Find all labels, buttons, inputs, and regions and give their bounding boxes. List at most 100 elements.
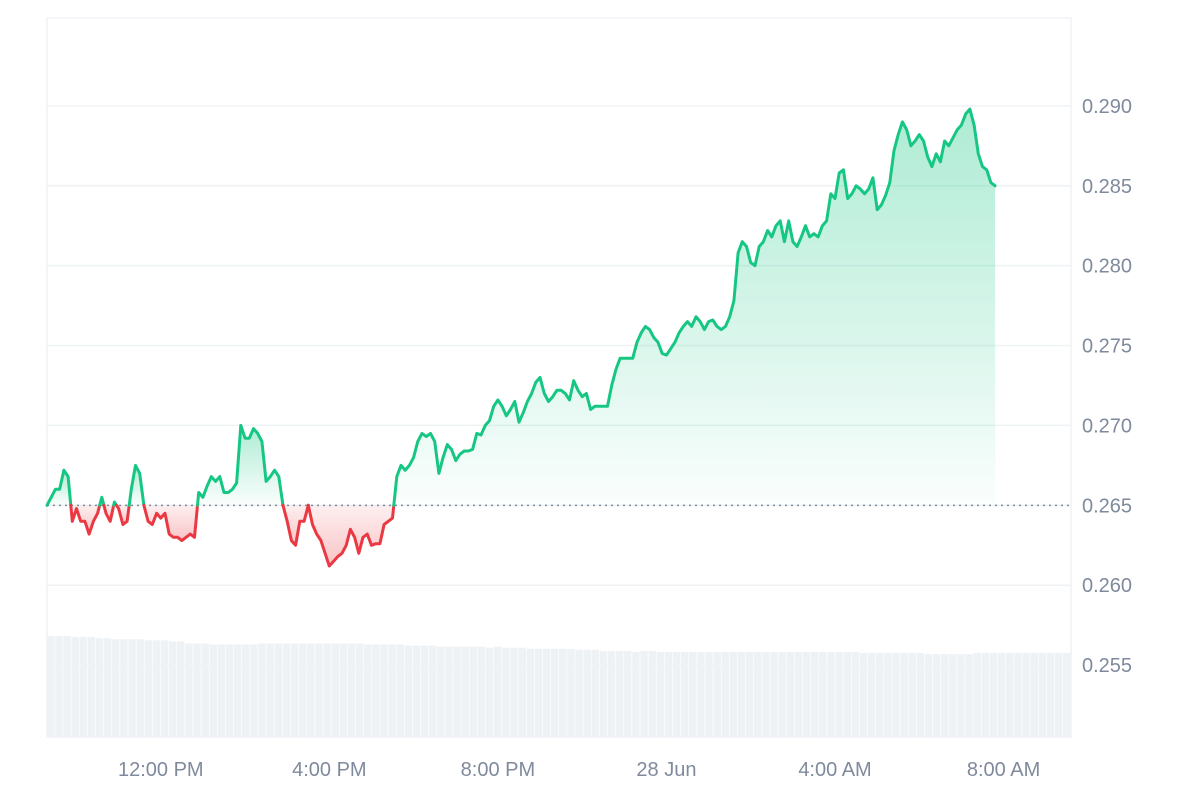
volume-bar (624, 650, 632, 737)
volume-bar (810, 651, 819, 737)
volume-bar (1030, 653, 1038, 737)
volume-bar (802, 651, 811, 737)
volume-bar (201, 643, 209, 737)
volume-bar (510, 647, 518, 737)
volume-bar (1054, 653, 1063, 737)
volume-bar (997, 653, 1006, 737)
volume-bar (193, 643, 201, 737)
volume-bar (916, 653, 925, 737)
volume-bar (128, 639, 136, 737)
volume-bar (1038, 653, 1047, 737)
volume-bar (819, 651, 827, 737)
volume-bar (63, 636, 71, 737)
volume-bar (453, 646, 461, 737)
volume-bar (989, 653, 998, 737)
volume-bar (282, 643, 291, 737)
volume-bar (168, 641, 177, 737)
volume-bar (884, 653, 892, 737)
volume-bar (908, 653, 916, 737)
volume-bar (250, 644, 258, 737)
price-line-up (45, 468, 73, 507)
area-below-baseline (143, 505, 198, 541)
volume-bar (339, 643, 348, 737)
volume-bar (1022, 653, 1030, 737)
volume-bar (729, 651, 738, 737)
volume-bar (786, 651, 795, 737)
volume-bar (559, 648, 567, 737)
volume-bar (697, 651, 705, 737)
volume-bar (103, 638, 112, 737)
volume-bar (95, 638, 104, 737)
volume-bar (177, 641, 185, 737)
volume-bar (981, 653, 990, 737)
volume-bar (664, 651, 673, 737)
volume-bar (550, 648, 559, 737)
volume-bar (827, 651, 835, 737)
x-tick-label: 8:00 AM (967, 759, 1040, 781)
volume-bar (493, 646, 502, 737)
volume-bar (160, 640, 169, 737)
volume-bar (185, 643, 193, 737)
volume-bar (656, 651, 665, 737)
price-line-down (306, 503, 396, 568)
volume-bar (266, 643, 274, 737)
volume-bar (583, 649, 591, 737)
y-tick-label: 0.290 (1082, 96, 1132, 118)
x-tick-label: 4:00 PM (292, 759, 366, 781)
volume-bar (420, 645, 429, 737)
price-line-down (115, 503, 131, 526)
volume-bar (794, 651, 803, 737)
volume-bar (973, 653, 982, 737)
volume-bar (372, 644, 380, 737)
x-tick-label: 12:00 PM (118, 759, 204, 781)
volume-bar (242, 644, 250, 737)
price-line-down (102, 503, 116, 523)
volume-bar (851, 651, 860, 737)
volume-bar (949, 654, 957, 737)
volume-bar (542, 648, 551, 737)
x-tick-label: 8:00 PM (461, 759, 535, 781)
volume-bar (363, 644, 372, 737)
volume-bar (932, 654, 941, 737)
volume-bar (737, 651, 746, 737)
volume-bar (71, 637, 79, 737)
price-lines (45, 107, 997, 568)
volume-bar (144, 640, 153, 737)
volume-bar (632, 651, 640, 737)
x-tick-label: 4:00 AM (798, 759, 871, 781)
area-below-baseline (283, 505, 309, 546)
y-tick-label: 0.260 (1082, 575, 1132, 597)
volume-bar (298, 643, 307, 737)
y-tick-label: 0.285 (1082, 176, 1132, 198)
volume-bar (290, 643, 299, 737)
volume-bar (965, 654, 973, 737)
volume-bar (136, 639, 144, 737)
y-axis: 0.290 0.285 0.280 0.275 0.270 0.265 0.260 0.255 (1082, 96, 1132, 677)
volume-bar (485, 647, 494, 737)
price-line-up (392, 107, 997, 507)
volume-bar (112, 639, 120, 737)
volume-bar (1005, 653, 1014, 737)
volume-bar (599, 650, 608, 737)
volume-bar (859, 653, 868, 737)
volume-bar (87, 637, 96, 737)
volume-bar (274, 643, 283, 737)
volume-bar (412, 645, 421, 737)
price-line-down (69, 503, 102, 536)
volume-bar (233, 644, 242, 737)
price-line-up (127, 463, 146, 507)
price-line-down (142, 503, 199, 542)
y-tick-label: 0.280 (1082, 256, 1132, 278)
area-above-baseline (129, 465, 144, 506)
volume-bar (713, 651, 721, 737)
volume-bar (875, 653, 884, 737)
volume-bar (526, 648, 535, 737)
volume-bar (745, 651, 754, 737)
volume-bar (615, 650, 624, 737)
area-below-baseline (308, 505, 394, 566)
volume-bar (534, 648, 543, 737)
volume-bar (721, 651, 730, 737)
volume-bar (307, 643, 315, 737)
